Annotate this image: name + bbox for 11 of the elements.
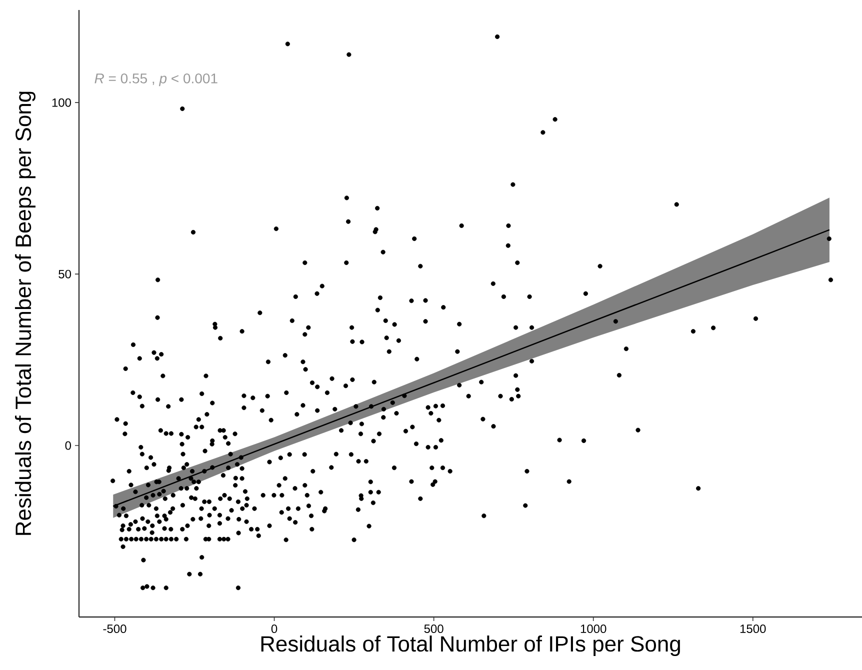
x-tick-label: 0 bbox=[271, 624, 278, 634]
x-tick-label: -500 bbox=[103, 624, 126, 634]
y-tick-label: 50 bbox=[58, 270, 72, 278]
y-tick-label: 0 bbox=[65, 441, 72, 450]
x-tick-label: 1000 bbox=[580, 624, 606, 634]
x-tick-label: 1500 bbox=[740, 624, 766, 634]
annotation: R = 0.55 , p < 0.001 bbox=[94, 73, 218, 86]
x-axis-title: Residuals of Total Number of IPIs per Song bbox=[261, 636, 680, 656]
y-axis-title: Residuals of Total Number of Beeps per Song bbox=[14, 92, 36, 535]
x-tick-label: 500 bbox=[424, 624, 444, 634]
y-tick-label: 100 bbox=[52, 98, 72, 107]
